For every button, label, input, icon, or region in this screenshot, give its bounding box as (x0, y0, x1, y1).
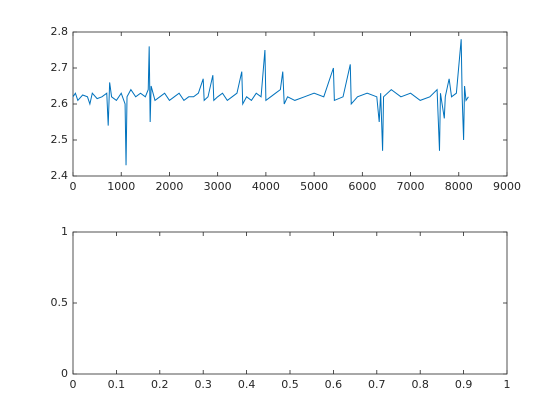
y-tick-label: 2.8 (51, 25, 69, 38)
x-tick-label: 0.4 (238, 378, 256, 391)
x-tick-label: 0 (70, 180, 77, 193)
x-tick-label: 3000 (204, 180, 232, 193)
y-tick-label: 2.6 (51, 97, 69, 110)
x-tick-label: 0.9 (455, 378, 473, 391)
x-tick-label: 0.7 (368, 378, 386, 391)
y-tick-label: 0 (61, 367, 68, 380)
y-tick-label: 2.7 (51, 61, 69, 74)
x-tick-label: 0.5 (281, 378, 299, 391)
x-tick-label: 7000 (397, 180, 425, 193)
x-tick-label: 4000 (252, 180, 280, 193)
x-tick-label: 0.2 (151, 378, 169, 391)
data-line (72, 39, 469, 166)
x-tick-label: 0.3 (194, 378, 212, 391)
x-tick-label: 0 (70, 378, 77, 391)
x-tick-label: 8000 (445, 180, 473, 193)
y-tick-label: 2.4 (51, 169, 69, 182)
axes-box (72, 31, 508, 177)
axes-box (72, 231, 508, 375)
x-tick-label: 0.6 (325, 378, 343, 391)
x-tick-label: 9000 (493, 180, 521, 193)
x-tick-label: 1 (504, 378, 511, 391)
x-tick-label: 6000 (348, 180, 376, 193)
x-tick-label: 5000 (300, 180, 328, 193)
x-tick-label: 0.8 (411, 378, 429, 391)
x-tick-label: 0.1 (108, 378, 126, 391)
x-tick-label: 1000 (107, 180, 135, 193)
y-tick-label: 0.5 (51, 296, 69, 309)
y-tick-label: 1 (61, 225, 68, 238)
x-tick-label: 2000 (155, 180, 183, 193)
y-tick-label: 2.5 (51, 133, 69, 146)
